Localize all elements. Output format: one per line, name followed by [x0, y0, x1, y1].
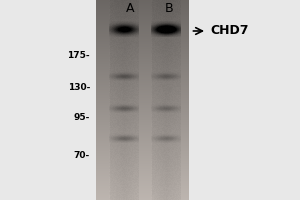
Text: 95-: 95- [74, 114, 90, 122]
Text: B: B [165, 2, 174, 16]
Text: 175-: 175- [68, 51, 90, 60]
Text: 130-: 130- [68, 83, 90, 92]
Text: 70-: 70- [74, 152, 90, 160]
Text: CHD7: CHD7 [210, 24, 248, 38]
Text: A: A [126, 2, 135, 16]
